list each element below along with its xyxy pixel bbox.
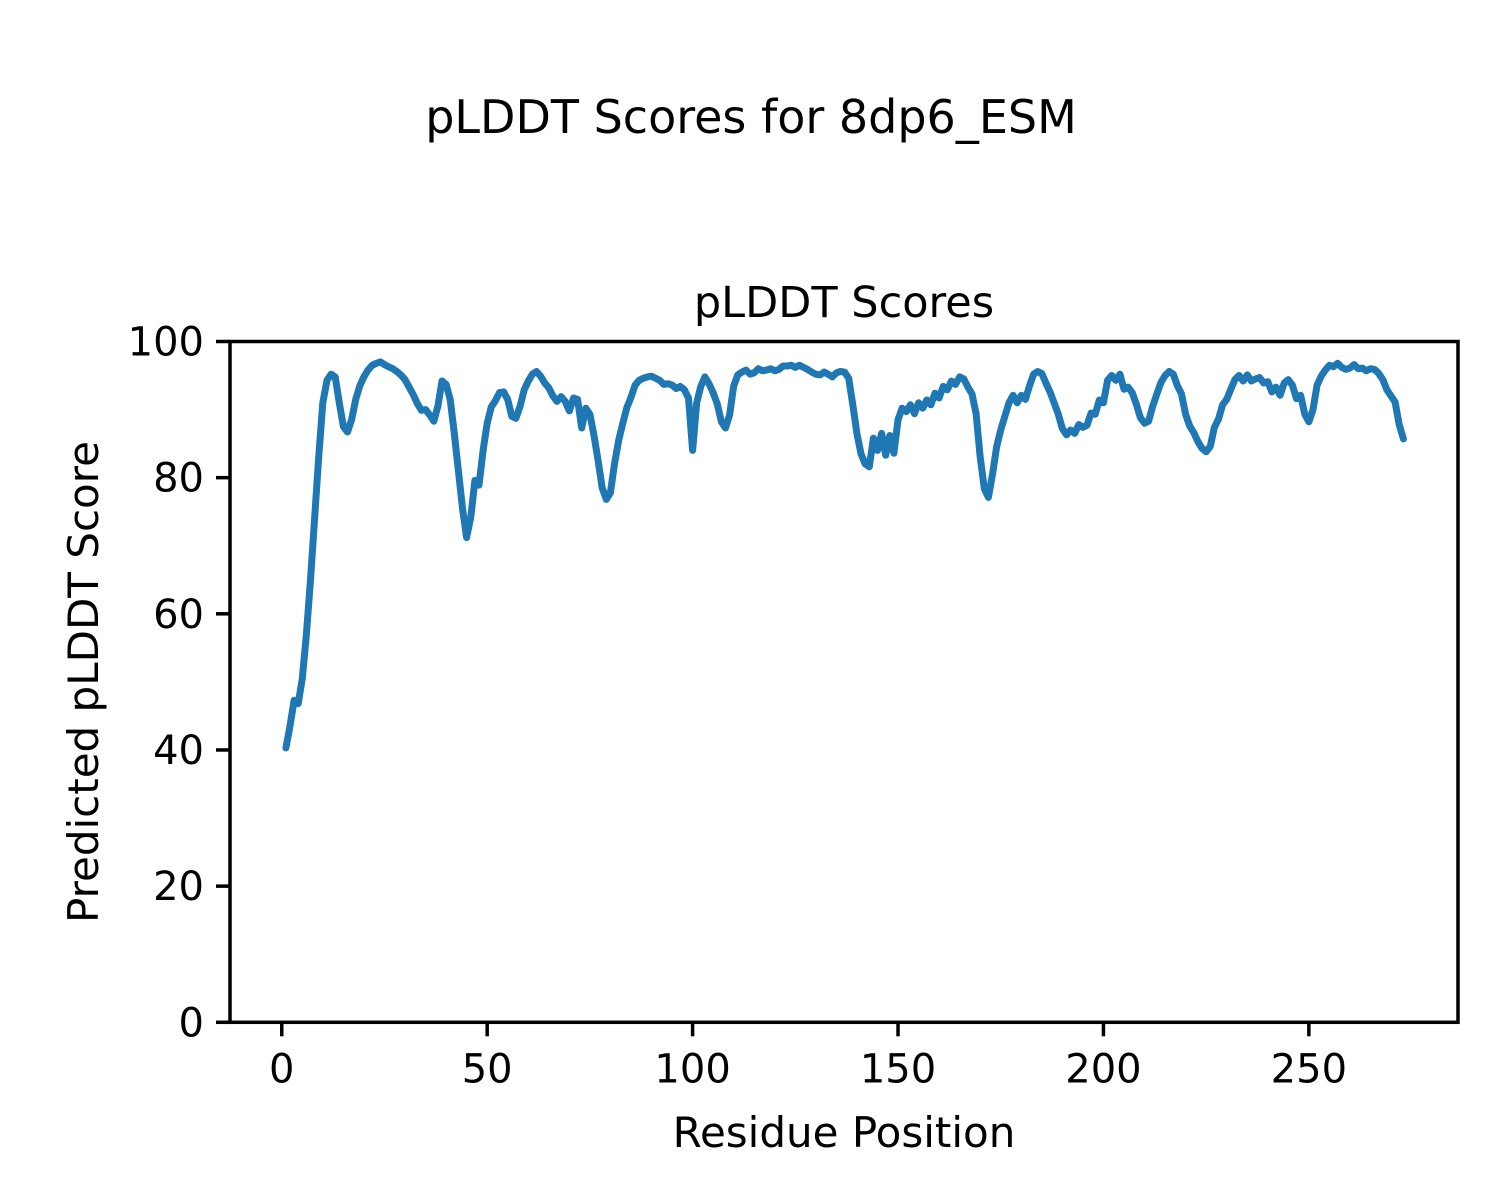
y-tick-label: 0	[179, 1000, 204, 1046]
x-tick-label: 150	[860, 1046, 936, 1092]
y-tick-label: 20	[153, 864, 204, 910]
x-tick-label: 0	[269, 1046, 294, 1092]
x-tick-label: 100	[654, 1046, 730, 1092]
x-axis-label: Residue Position	[673, 1108, 1016, 1157]
figure-suptitle: pLDDT Scores for 8dp6_ESM	[425, 90, 1077, 144]
y-axis-label: Predicted pLDDT Score	[59, 441, 108, 923]
y-tick-label: 80	[153, 456, 204, 502]
y-tick-label: 60	[153, 592, 204, 638]
plddt-line	[282, 358, 1407, 752]
x-axis-ticks: 0 50 100 150 200 250	[269, 1022, 1347, 1092]
axes-box	[228, 339, 1460, 1025]
axes-title: pLDDT Scores	[694, 278, 994, 328]
x-tick-label: 50	[462, 1046, 513, 1092]
y-tick-label: 100	[128, 320, 204, 366]
y-axis-ticks: 0 20 40 60 80 100	[128, 320, 230, 1046]
x-tick-label: 200	[1065, 1046, 1141, 1092]
x-tick-label: 250	[1271, 1046, 1347, 1092]
y-tick-label: 40	[153, 728, 204, 774]
